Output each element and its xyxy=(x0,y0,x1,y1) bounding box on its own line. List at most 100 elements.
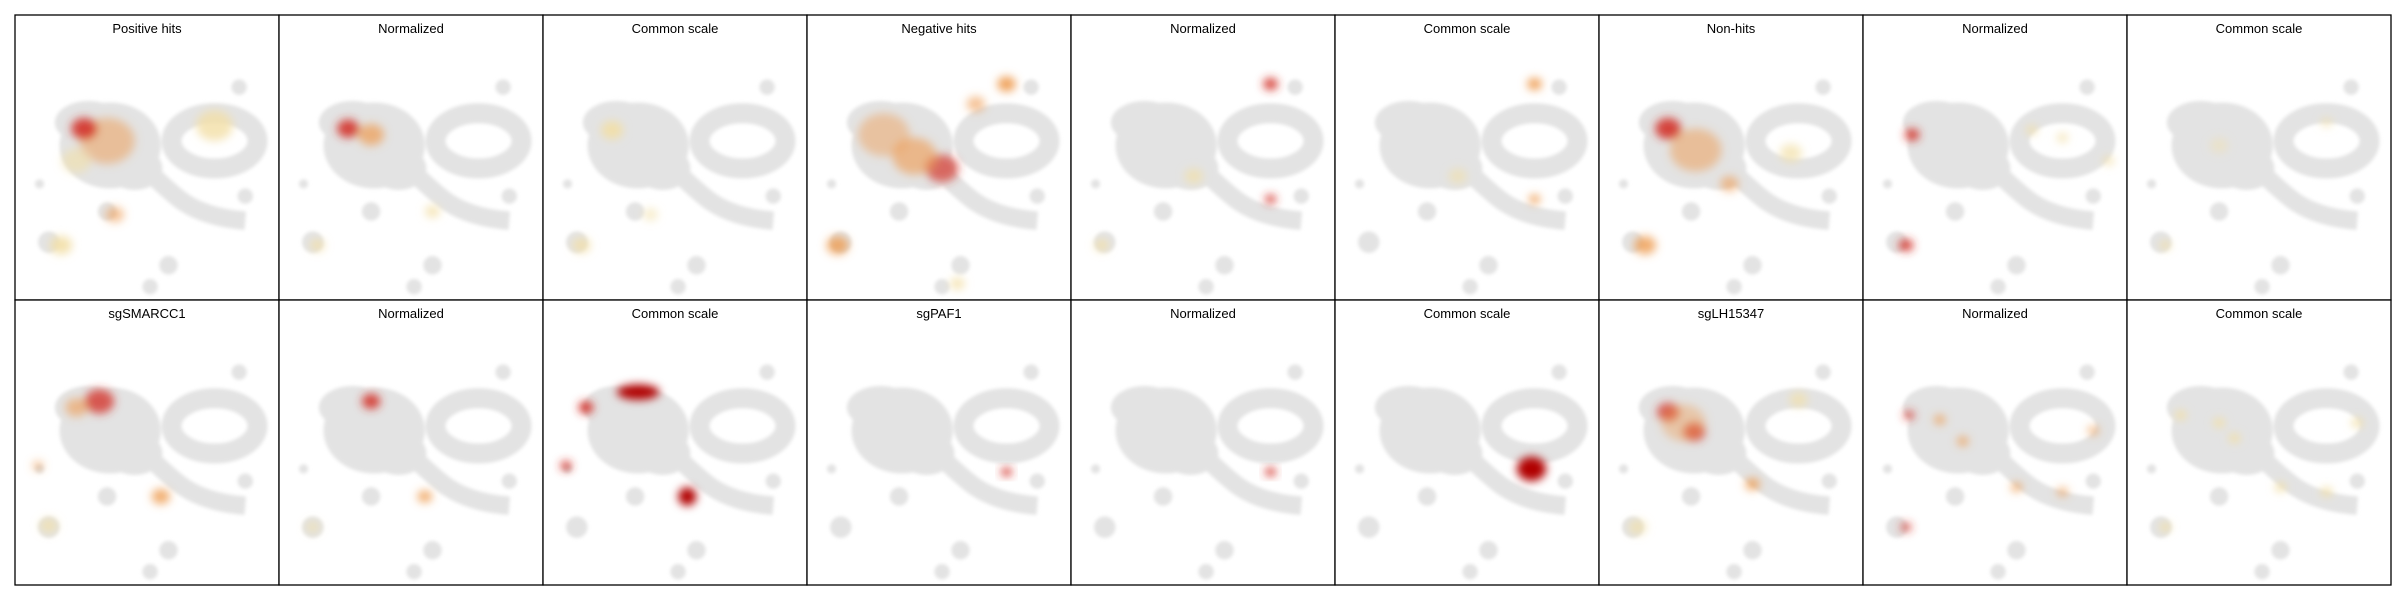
density-spot xyxy=(1779,143,1802,163)
density-spot xyxy=(1094,239,1110,252)
density-spot xyxy=(2026,125,2038,135)
panel: Positive hits xyxy=(14,14,280,300)
density-spot xyxy=(1184,168,1204,184)
density-spot xyxy=(1516,456,1547,482)
panel-title: sgSMARCC1 xyxy=(108,306,185,321)
density-spot xyxy=(1957,436,1969,446)
density-spot xyxy=(966,96,986,112)
panel: Common scale xyxy=(2126,14,2392,300)
density-spot xyxy=(601,120,624,140)
density xyxy=(560,384,697,506)
density-spot xyxy=(1661,404,1706,442)
embedding xyxy=(299,79,522,294)
density-spot xyxy=(2351,418,2363,428)
density-spot xyxy=(997,76,1016,92)
density-spot xyxy=(84,389,115,414)
density-spot xyxy=(1904,128,1920,141)
panel-title: Common scale xyxy=(632,306,719,321)
panel: Normalized xyxy=(1862,299,2128,585)
panel-title: sgLH15347 xyxy=(1698,306,1765,321)
density-spot xyxy=(32,461,44,471)
density-spot xyxy=(425,205,440,218)
embedding xyxy=(827,364,1050,579)
density-spot xyxy=(71,117,97,140)
density-spot xyxy=(643,208,658,221)
panel: Negative hits xyxy=(806,14,1072,300)
panel: Common scale xyxy=(542,299,808,585)
density-spot xyxy=(1263,77,1278,91)
density-spot xyxy=(1900,522,1912,532)
density-spot xyxy=(1789,392,1808,408)
density-spot xyxy=(310,239,325,252)
embedding xyxy=(560,364,785,579)
density-spot xyxy=(892,137,937,175)
density-spot xyxy=(1265,194,1277,204)
density-spot xyxy=(2159,240,2171,250)
density-spot xyxy=(2175,410,2187,420)
density xyxy=(1094,77,1278,252)
density-spot xyxy=(560,461,572,471)
panel: sgSMARCC1 xyxy=(14,299,280,585)
density-spot xyxy=(2010,482,2023,492)
density-spot xyxy=(2321,487,2333,497)
embedding xyxy=(1091,78,1314,294)
panel-title: Positive hits xyxy=(112,21,182,36)
density-spot xyxy=(950,277,965,290)
embedding xyxy=(1355,364,1578,579)
panel: Common scale xyxy=(1334,299,1600,585)
panel: Normalized xyxy=(1070,299,1336,585)
panel: Common scale xyxy=(1334,14,1600,300)
panel-title: Normalized xyxy=(1962,306,2028,321)
density-spot xyxy=(826,236,849,255)
density-spot xyxy=(1448,168,1468,184)
density xyxy=(1265,467,1277,477)
density-spot xyxy=(417,490,433,503)
density-spot xyxy=(196,110,233,141)
panel-title: Normalized xyxy=(1170,306,1236,321)
density-spot xyxy=(61,148,92,174)
embedding xyxy=(827,76,1050,294)
density-spot xyxy=(2213,418,2225,428)
embedding xyxy=(2147,364,2370,579)
density-spot xyxy=(337,119,360,138)
embedding xyxy=(1619,79,1842,294)
panel-title: Common scale xyxy=(1424,306,1511,321)
density xyxy=(572,120,658,253)
embedding xyxy=(1619,364,1842,579)
density-spot xyxy=(1265,467,1277,477)
panel: Normalized xyxy=(1862,14,2128,300)
density-spot xyxy=(1628,519,1647,535)
embedding xyxy=(2147,79,2370,294)
density xyxy=(32,389,171,534)
embedding xyxy=(1883,364,2106,579)
density-spot xyxy=(1527,77,1542,91)
density-spot xyxy=(1669,128,1722,172)
density-spot xyxy=(39,517,58,534)
embedding xyxy=(1355,78,1578,294)
density xyxy=(305,393,433,534)
density-spot xyxy=(678,487,697,506)
density-spot xyxy=(2103,156,2115,166)
panel-title: sgPAF1 xyxy=(916,306,961,321)
density-spot xyxy=(151,488,171,505)
density-spot xyxy=(2159,522,2171,532)
embedding xyxy=(1883,79,2114,294)
panel-title: Normalized xyxy=(378,306,444,321)
density-spot xyxy=(65,398,88,417)
density-spot xyxy=(1720,176,1739,192)
density-spot xyxy=(2228,433,2240,443)
density-spot xyxy=(361,393,381,409)
density-spot xyxy=(1898,239,1914,252)
density-spot xyxy=(105,206,124,223)
density-spot xyxy=(2057,133,2069,143)
panel: Normalized xyxy=(1070,14,1336,300)
density-spot xyxy=(1633,236,1657,255)
density xyxy=(2159,410,2363,532)
panel-title: Normalized xyxy=(1170,21,1236,36)
density-spot xyxy=(1529,194,1541,204)
density-spot xyxy=(616,384,660,400)
density xyxy=(49,110,233,255)
panel: Common scale xyxy=(2126,299,2392,585)
density xyxy=(310,119,440,252)
panel-title: Common scale xyxy=(1424,21,1511,36)
